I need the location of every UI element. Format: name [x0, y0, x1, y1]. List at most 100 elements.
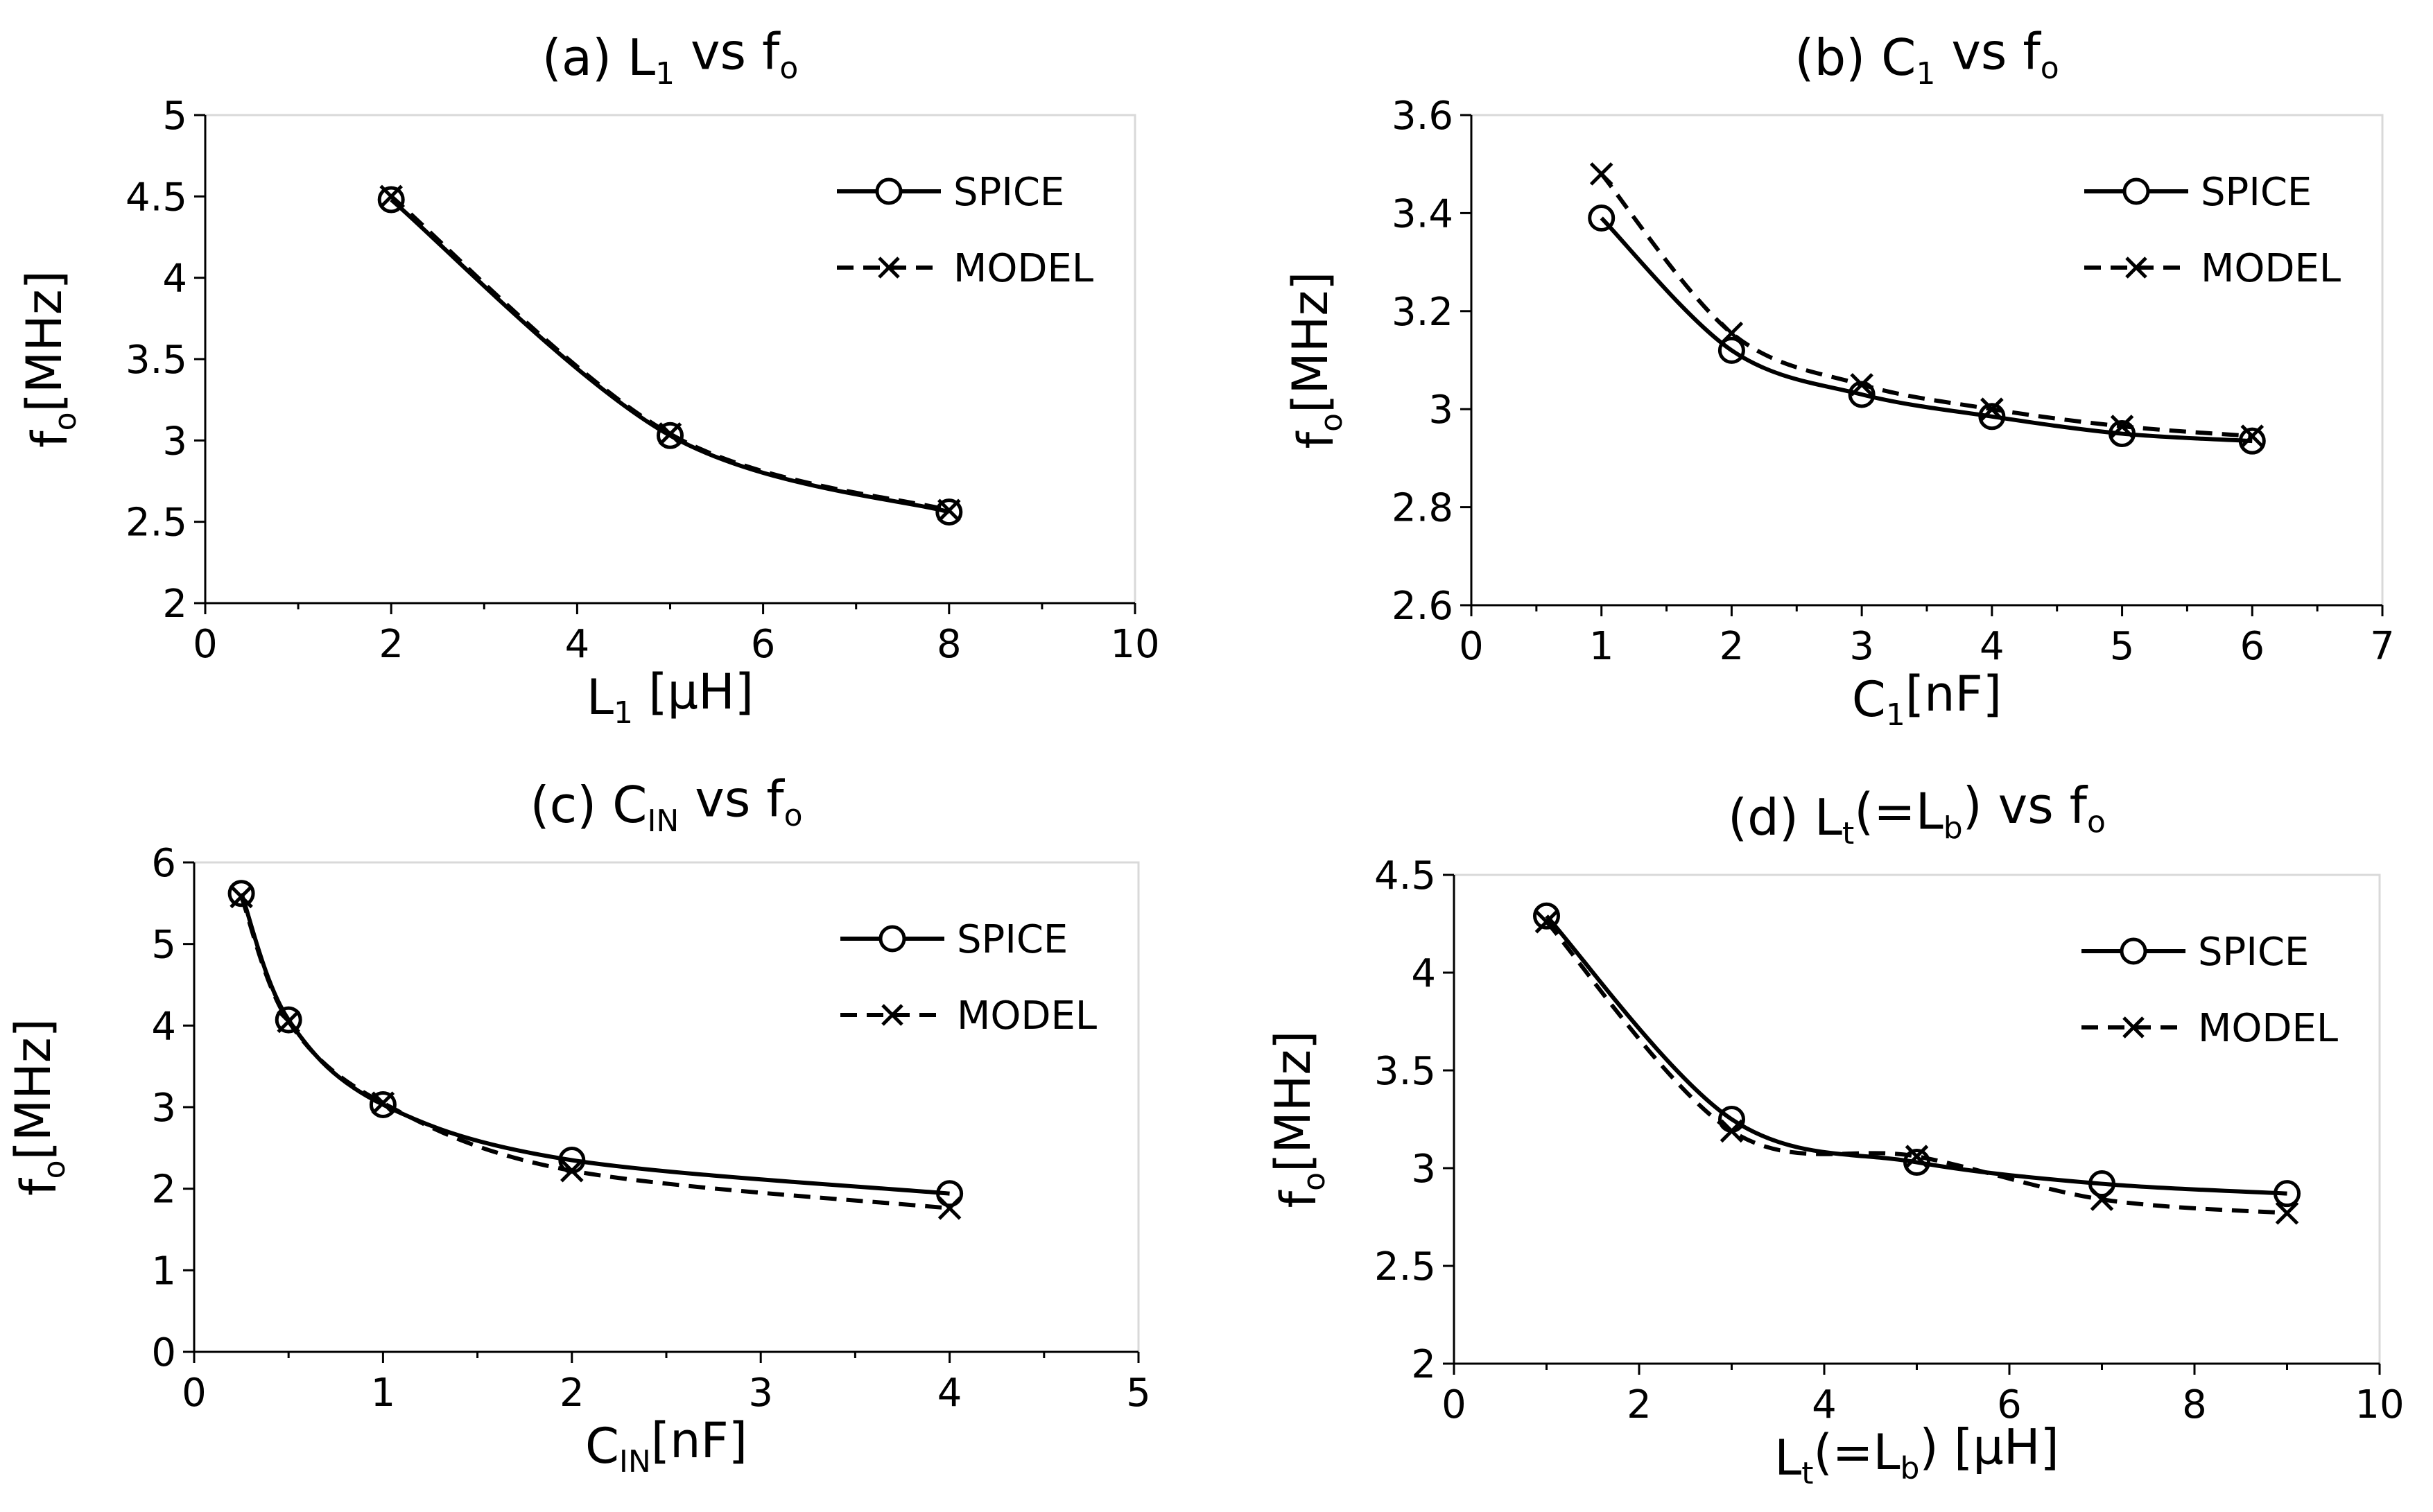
legend-label-model: MODEL	[2198, 1006, 2338, 1051]
legend-marker-model	[878, 257, 900, 279]
legend-marker-spice	[2122, 177, 2150, 205]
x-tick-label: 1	[1589, 624, 1614, 669]
x-axis-label: C1[nF]	[1852, 666, 2002, 733]
model-point-stroke	[937, 498, 961, 523]
x-tick-label: 0	[1441, 1382, 1466, 1427]
y-axis-label: fo[MHz]	[16, 270, 83, 448]
chart-title: (a) L1 vs fo	[542, 23, 798, 92]
x-tick-label: 4	[1980, 624, 2005, 669]
legend-marker-model	[2122, 1016, 2145, 1039]
legend-marker-model	[2125, 257, 2147, 279]
legend: SPICE MODEL	[2081, 930, 2338, 1051]
model-point-marker	[2090, 1188, 2114, 1211]
chart-title-sub: 1	[655, 56, 675, 92]
model-point-stroke	[2275, 1201, 2299, 1225]
y-tick-label: 3	[151, 1086, 176, 1131]
model-point-stroke	[2090, 1188, 2114, 1211]
x-axis-label-main: C	[585, 1418, 619, 1475]
legend-label-model: MODEL	[2201, 246, 2341, 291]
spice-point-marker	[275, 1006, 302, 1034]
model-point-stroke	[1850, 373, 1873, 397]
model-point-marker	[2240, 424, 2265, 448]
x-axis-label: CIN[nF]	[585, 1412, 747, 1479]
legend-marker-spice	[2120, 937, 2147, 965]
series-line-spice	[390, 198, 950, 514]
chart-title: (b) C1 vs fo	[1794, 23, 2059, 92]
spice-point-marker	[2088, 1170, 2115, 1198]
chart-title-main: (c) C	[530, 776, 648, 834]
chart-title-sub: IN	[647, 803, 679, 839]
legend-marker-model	[881, 1004, 903, 1026]
y-axis-label-sub: o	[37, 1160, 72, 1179]
chart-title-tail-sub: o	[784, 798, 803, 833]
series-line-spice	[1600, 216, 2253, 444]
model-point-marker	[1720, 321, 1744, 345]
chart-title-tail-sub: o	[2041, 51, 2059, 86]
model-point-stroke	[2110, 415, 2134, 438]
x-tick-label: 6	[1997, 1382, 2022, 1427]
legend: SPICE MODEL	[2084, 170, 2341, 291]
spice-point-marker	[2238, 427, 2266, 455]
y-tick-label: 4	[162, 257, 187, 302]
series-line-model	[1545, 920, 2287, 1215]
x-tick-label: 6	[751, 622, 776, 667]
spice-point-marker	[936, 1180, 964, 1208]
x-tick-label: 2	[379, 622, 404, 667]
legend-marker-stroke	[2125, 257, 2147, 279]
x-axis-label-sub: 1	[614, 695, 633, 731]
model-point-marker	[560, 1159, 584, 1183]
spice-point-marker	[2274, 1180, 2301, 1208]
y-axis-label-tail: [MHz]	[5, 1018, 62, 1160]
chart-title-tail: (=L	[1854, 783, 1943, 841]
y-tick-label: 2	[162, 582, 187, 627]
x-axis-label-tail: [nF]	[1905, 666, 2002, 722]
x-tick-label: 5	[2110, 624, 2135, 669]
y-tick-label: 4	[1411, 951, 1436, 996]
y-tick-label: 3	[1428, 388, 1453, 433]
model-point-stroke	[937, 1197, 962, 1220]
x-tick-label: 7	[2370, 624, 2395, 669]
chart-title-tail-sub: o	[779, 51, 798, 86]
x-axis-label-sub: 1	[1886, 697, 1905, 733]
chart-title-main: (d) L	[1728, 788, 1842, 846]
y-tick-label: 2.5	[1374, 1244, 1436, 1289]
x-tick-label: 2	[1720, 624, 1744, 669]
legend-label-model: MODEL	[953, 246, 1093, 291]
y-tick-label: 6	[151, 841, 176, 886]
model-point-stroke	[277, 1009, 300, 1034]
x-tick-label: 10	[1110, 622, 1159, 667]
legend-marker-stroke	[2122, 1016, 2145, 1039]
x-tick-label: 1	[371, 1371, 396, 1416]
legend-marker-spice	[878, 925, 906, 953]
x-tick-label: 4	[565, 622, 590, 667]
legend-marker-stroke	[881, 1004, 903, 1026]
spice-point-marker	[369, 1090, 397, 1118]
x-axis-label-main: L	[587, 669, 614, 726]
y-axis-label-sub: o	[1297, 1172, 1332, 1191]
model-point-stroke	[2240, 424, 2265, 448]
model-point-stroke	[379, 184, 403, 209]
model-point-stroke	[560, 1159, 584, 1183]
legend-marker-spice	[875, 177, 903, 205]
y-axis-label: fo[MHz]	[1282, 272, 1349, 449]
y-axis-label: fo[MHz]	[5, 1018, 72, 1196]
chart-b: 0 1 2 3 4 5 6 72.62.833.23.43.6(b) C1 vs foC1[n…	[1282, 23, 2395, 733]
chart-title-tail2: ) vs f	[1963, 776, 2088, 835]
x-axis-label-sub: t	[1801, 1456, 1813, 1491]
chart-title-sub: 1	[1916, 56, 1935, 92]
y-axis-label-main: f	[1288, 431, 1344, 449]
model-point-stroke	[1720, 1119, 1744, 1143]
y-tick-label: 5	[151, 923, 176, 968]
x-axis-label: Lt(=Lb) [μH]	[1774, 1418, 2059, 1491]
model-point-marker	[2275, 1201, 2299, 1225]
x-tick-label: 5	[1126, 1371, 1151, 1416]
y-tick-label: 3.4	[1392, 191, 1453, 236]
chart-title-main: (a) L	[542, 28, 655, 87]
model-point-stroke	[1905, 1145, 1929, 1168]
model-point-stroke	[658, 422, 682, 446]
spice-point-marker	[1533, 902, 1560, 930]
x-tick-label: 0	[193, 622, 218, 667]
spice-point-marker	[935, 498, 963, 526]
